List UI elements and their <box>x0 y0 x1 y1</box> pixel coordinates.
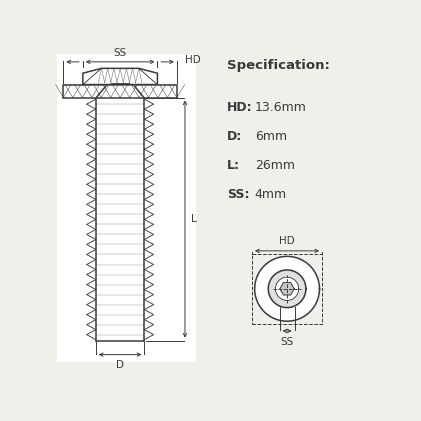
Text: HD:: HD: <box>227 101 253 114</box>
Text: 26mm: 26mm <box>255 159 295 172</box>
Text: D:: D: <box>227 130 242 143</box>
Text: SS:: SS: <box>227 188 250 201</box>
Text: HD: HD <box>185 55 201 65</box>
Polygon shape <box>255 256 320 321</box>
Polygon shape <box>275 277 299 301</box>
Text: L:: L: <box>227 159 240 172</box>
Text: SS: SS <box>280 337 294 347</box>
FancyBboxPatch shape <box>57 54 196 362</box>
Text: 6mm: 6mm <box>255 130 287 143</box>
Text: L: L <box>191 214 197 224</box>
Text: 4mm: 4mm <box>255 188 287 201</box>
Polygon shape <box>268 270 306 308</box>
Text: SS: SS <box>114 48 127 58</box>
Text: D: D <box>116 360 124 370</box>
Text: 13.6mm: 13.6mm <box>255 101 306 114</box>
Text: HD: HD <box>279 236 295 246</box>
Polygon shape <box>280 282 294 295</box>
Bar <box>64 85 177 98</box>
Polygon shape <box>83 68 157 85</box>
Polygon shape <box>96 98 144 341</box>
Text: Specification:: Specification: <box>227 59 330 72</box>
